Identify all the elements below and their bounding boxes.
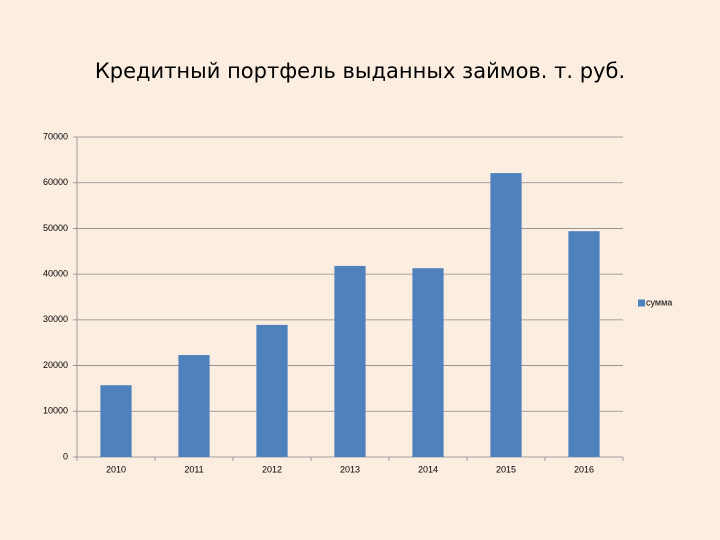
y-tick-label: 30000 [43, 314, 68, 324]
bar [256, 324, 288, 457]
y-tick-label: 0 [63, 451, 68, 461]
bar [100, 385, 132, 457]
x-tick-label: 2016 [574, 464, 594, 474]
chart-title: Кредитный портфель выданных займов. т. р… [95, 59, 625, 83]
x-tick-label: 2010 [106, 464, 126, 474]
bar [412, 268, 444, 457]
y-tick-label: 60000 [43, 177, 68, 187]
x-tick-label: 2014 [418, 464, 438, 474]
y-tick-label: 50000 [43, 223, 68, 233]
bar [178, 355, 210, 457]
x-tick-label: 2015 [496, 464, 516, 474]
bar [490, 173, 522, 457]
y-tick-label: 10000 [43, 406, 68, 416]
bar [568, 231, 600, 457]
legend-label: сумма [646, 297, 672, 307]
bar [334, 265, 366, 457]
y-tick-label: 40000 [43, 269, 68, 279]
y-tick-label: 70000 [43, 131, 68, 141]
x-tick-label: 2012 [262, 464, 282, 474]
x-tick-label: 2011 [184, 464, 203, 474]
legend-swatch [638, 299, 645, 307]
y-tick-label: 20000 [43, 360, 68, 370]
x-tick-label: 2013 [340, 464, 360, 474]
